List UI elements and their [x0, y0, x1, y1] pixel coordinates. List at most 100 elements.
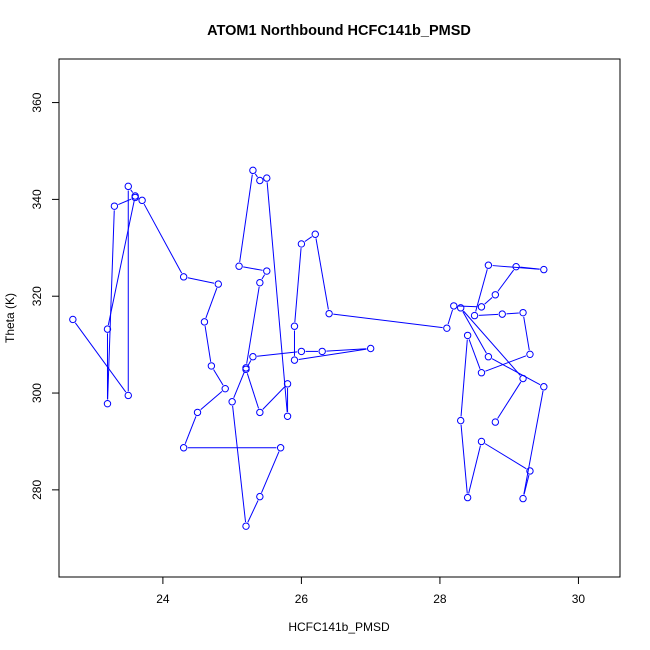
series-layer: [69, 166, 548, 530]
data-point: [69, 315, 77, 324]
series-line-segment: [484, 443, 527, 470]
series-line-segment: [200, 391, 223, 411]
series-line-segment: [232, 405, 247, 523]
data-point: [263, 267, 271, 275]
series-line-segment: [475, 269, 488, 312]
y-tick-label: 360: [30, 92, 44, 112]
series-line-segment: [233, 371, 245, 399]
data-point: [526, 350, 534, 359]
data-point: [124, 182, 132, 191]
data-point: [498, 310, 506, 318]
data-point: [235, 262, 243, 270]
series-line-segment: [462, 311, 487, 354]
data-point: [207, 362, 216, 370]
series-line-segment: [118, 198, 132, 206]
x-tick-label: 24: [156, 592, 170, 606]
y-tick-label: 300: [30, 383, 44, 403]
data-point: [200, 318, 209, 326]
series-line-segment: [457, 305, 478, 308]
data-point: [540, 383, 548, 391]
data-point: [443, 324, 451, 332]
series-line-segment: [184, 416, 197, 445]
data-point: [366, 344, 375, 353]
series-line-segment: [257, 351, 298, 357]
y-tick-label: 320: [30, 286, 44, 306]
series-line-segment: [187, 277, 215, 284]
data-point: [484, 261, 493, 269]
data-point: [221, 384, 229, 393]
data-point: [138, 196, 146, 205]
data-point: [263, 174, 271, 182]
series-line-segment: [468, 339, 481, 369]
series-line-segment: [107, 210, 115, 400]
y-tick-label: 280: [30, 480, 44, 500]
data-point: [256, 176, 264, 185]
data-point: [325, 309, 333, 318]
data-point: [276, 444, 285, 452]
data-point: [519, 374, 527, 383]
data-point: [256, 278, 264, 287]
series-line-segment: [460, 424, 468, 494]
data-point: [179, 273, 188, 281]
series-line-segment: [491, 358, 541, 386]
series-line-segment: [485, 355, 527, 372]
data-point: [179, 444, 188, 452]
series-line-segment: [484, 297, 493, 305]
series-line-segment: [107, 200, 135, 326]
data-point: [318, 347, 326, 356]
data-point: [477, 437, 486, 446]
data-point: [242, 365, 250, 374]
series-line-segment: [497, 381, 522, 419]
series-line-segment: [304, 236, 313, 242]
data-point: [450, 302, 458, 310]
data-point: [519, 494, 527, 503]
series-line-segment: [266, 182, 288, 413]
data-point: [103, 399, 112, 408]
data-point: [228, 398, 236, 406]
series-line-segment: [204, 325, 212, 362]
data-point: [457, 304, 465, 312]
series-line-segment: [497, 269, 515, 292]
y-axis: 280 300 320 340 360: [30, 92, 59, 500]
series-line-segment: [506, 312, 519, 315]
data-point: [470, 311, 479, 320]
series-line-segment: [246, 286, 260, 364]
data-point: [297, 347, 306, 356]
series-line-segment: [74, 322, 127, 393]
series-line-segment: [254, 173, 258, 178]
series-line-segment: [247, 500, 259, 523]
data-point: [256, 492, 264, 501]
data-point: [290, 356, 299, 364]
data-point: [242, 522, 250, 530]
data-point: [103, 325, 112, 333]
data-point: [477, 369, 486, 377]
data-point: [526, 467, 534, 475]
series-line-segment: [294, 248, 302, 323]
series-line-segment: [523, 390, 544, 495]
series-line-segment: [326, 348, 367, 352]
series-line-segment: [261, 274, 266, 280]
series-line-segment: [468, 445, 481, 494]
data-point: [283, 412, 292, 420]
data-point: [540, 265, 548, 274]
series-line-segment: [246, 373, 260, 409]
plot-area-frame: [58, 58, 621, 578]
series-line-segment: [261, 451, 280, 493]
series-line-segment: [143, 203, 183, 274]
x-tick-label: 28: [433, 592, 447, 606]
data-point: [297, 240, 306, 248]
data-point: [519, 308, 527, 317]
data-point: [249, 166, 257, 175]
data-point: [193, 408, 202, 417]
x-tick-label: 26: [295, 592, 309, 606]
series-line-segment: [262, 386, 285, 410]
series-line-segment: [239, 174, 253, 263]
data-point: [463, 331, 472, 340]
y-axis-label: Theta (K): [3, 293, 17, 343]
data-point: [124, 391, 132, 400]
data-point: [311, 230, 319, 238]
data-point: [290, 322, 299, 330]
series-line-segment: [478, 313, 499, 316]
data-point: [457, 416, 465, 425]
